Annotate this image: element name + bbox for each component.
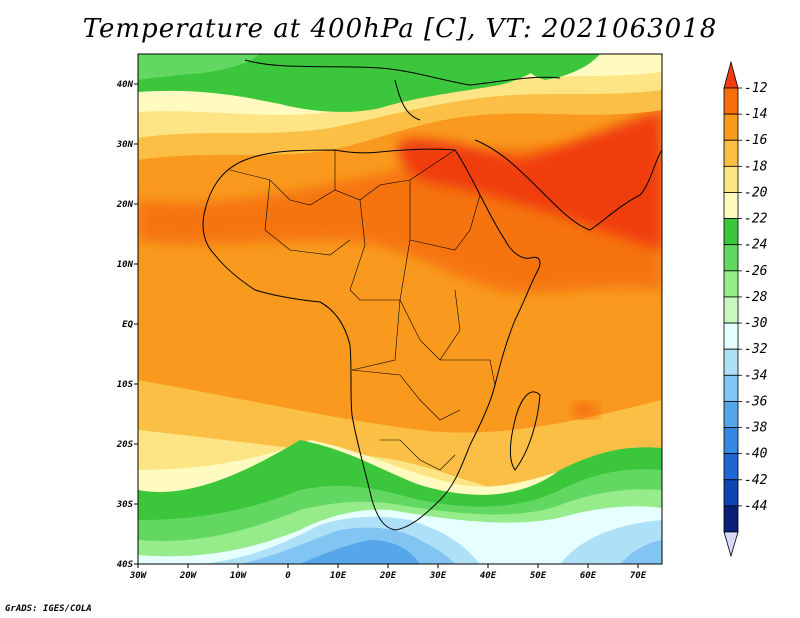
colorbar-label: -36 — [744, 394, 768, 409]
lon-tick-label: 60E — [580, 571, 597, 581]
colorbar-label: -20 — [744, 185, 768, 200]
lon-tick-label: 70E — [630, 571, 647, 581]
colorbar: -12 -14 -16 -18 -20 -22 -24 -26 -28 -30 -32 -34 -36 -… — [723, 60, 768, 558]
map-frame — [137, 53, 663, 565]
colorbar-label: -30 — [744, 316, 768, 331]
lon-tick-label: 0 — [285, 571, 291, 581]
lat-tick-label: 10S — [117, 380, 134, 390]
colorbar-label: -40 — [744, 447, 768, 462]
lat-tick-label: 30N — [116, 140, 134, 150]
colorbar-label: -14 — [744, 107, 767, 122]
lat-tick-label: 40S — [117, 560, 134, 570]
lat-tick-label: 20S — [116, 440, 134, 450]
colorbar-label: -44 — [744, 499, 767, 514]
lat-tick-label: 30S — [116, 500, 134, 510]
chart-title: Temperature at 400hPa [C], VT: 202106301… — [82, 14, 718, 44]
colorbar-swatch — [723, 322, 739, 350]
colorbar-swatch — [723, 401, 739, 428]
colorbar-swatch — [723, 218, 739, 246]
colorbar-swatch — [723, 505, 739, 533]
lat-tick-label: 40N — [117, 80, 134, 90]
credit-text: GrADS: IGES/COLA — [5, 604, 92, 614]
borders — [229, 149, 496, 471]
colorbar-label: -28 — [744, 290, 768, 305]
colorbar-label: -32 — [744, 342, 768, 357]
colorbar-swatch — [723, 87, 739, 115]
colorbar-swatch — [723, 479, 739, 507]
colorbar-label: -24 — [744, 238, 767, 253]
temperature-field — [138, 54, 662, 564]
coastlines — [202, 59, 662, 531]
colorbar-label: -22 — [744, 212, 768, 227]
colorbar-swatch — [723, 374, 739, 402]
colorbar-swatch — [723, 427, 739, 455]
lon-tick-label: 20W — [179, 571, 198, 581]
colorbar-top-arrow — [723, 60, 739, 89]
lon-tick-label: 40E — [480, 571, 497, 581]
colorbar-swatch — [723, 165, 739, 193]
lon-tick-label: 50E — [530, 571, 547, 581]
colorbar-label: -18 — [744, 159, 768, 174]
colorbar-swatch — [723, 453, 739, 481]
colorbar-swatch — [723, 244, 739, 272]
colorbar-swatch — [723, 270, 739, 298]
colorbar-swatch — [723, 113, 739, 141]
colorbar-label: -38 — [744, 421, 768, 436]
colorbar-label: -26 — [744, 264, 768, 279]
longitude-axis: 30W 20W 10W 0 10E 20E 30E 40E 50E 60E 70E — [129, 564, 647, 581]
colorbar-label: -12 — [744, 81, 768, 96]
colorbar-label: -42 — [744, 473, 768, 488]
latitude-axis: 40N 30N 20N 10N EQ 10S 20S 30S 40S — [116, 80, 138, 570]
lat-tick-label: 10N — [117, 260, 134, 270]
colorbar-label: -16 — [744, 133, 768, 148]
colorbar-swatch — [723, 348, 739, 376]
lat-tick-label: 20N — [116, 200, 134, 210]
colorbar-swatch — [723, 296, 739, 324]
lon-tick-label: 30E — [429, 571, 447, 581]
lon-tick-label: 20E — [379, 571, 397, 581]
lat-tick-label: EQ — [122, 320, 133, 330]
colorbar-bottom-arrow — [723, 531, 739, 558]
lon-tick-label: 10E — [330, 571, 347, 581]
colorbar-swatch — [723, 192, 739, 219]
lon-tick-label: 30W — [129, 571, 148, 581]
lon-tick-label: 10W — [230, 571, 248, 581]
colorbar-swatch — [723, 139, 739, 167]
colorbar-label: -34 — [744, 368, 767, 383]
